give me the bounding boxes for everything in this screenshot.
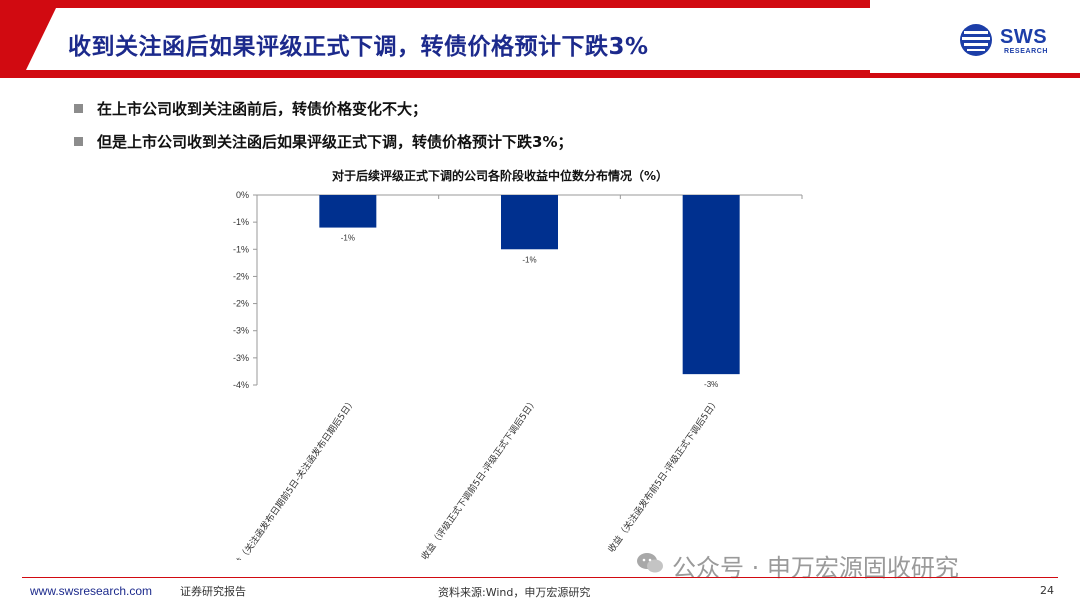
category-label: 收益（关注函发布前5日-评级正式下调后5日） — [605, 396, 721, 555]
y-tick-label: -4% — [233, 380, 249, 390]
sws-logo-icon — [960, 24, 992, 56]
y-tick-label: -1% — [233, 244, 249, 254]
y-tick-label: 0% — [236, 190, 249, 200]
bullet-square-icon — [74, 137, 83, 146]
bullet-2: 但是上市公司收到关注函后如果评级正式下调，转债价格预计下跌3%； — [74, 131, 572, 152]
chart-title: 对于后续评级正式下调的公司各阶段收益中位数分布情况（%） — [331, 169, 669, 183]
category-label: 收益（关注函发布日期前5日-关注函发布日期后5日） — [226, 396, 358, 560]
y-tick-label: -1% — [233, 217, 249, 227]
data-label: -3% — [704, 380, 718, 389]
y-tick-label: -3% — [233, 353, 249, 363]
footer-website-link[interactable]: www.swsresearch.com — [30, 584, 153, 598]
header-underline-right — [905, 73, 1080, 78]
logo-subtext: RESEARCH — [1004, 48, 1049, 55]
y-tick-label: -2% — [233, 271, 249, 281]
data-label: -1% — [341, 234, 355, 243]
header-underline — [0, 73, 920, 78]
logo-text: SWS — [1000, 26, 1048, 48]
wechat-icon — [637, 553, 663, 573]
y-tick-label: -2% — [233, 299, 249, 309]
median-return-bar-chart: 0% -1% -1% -2% -2% -3% -3% -4% -1% 收益（关注函发布日期前5日-… — [226, 190, 803, 560]
bar — [682, 195, 740, 375]
header-title-panel — [26, 8, 878, 70]
bullet-2-text: 但是上市公司收到关注函后如果评级正式下调，转债价格预计下跌3%； — [97, 133, 573, 151]
footer-source: 资料来源:Wind，申万宏源研究 — [438, 586, 591, 599]
category-label: 收益（评级正式下调前5日-评级正式下调后5日） — [418, 396, 540, 560]
y-tick-label: -3% — [233, 326, 249, 336]
bullet-1-text: 在上市公司收到关注函前后，转债价格变化不大； — [97, 100, 428, 118]
bar — [501, 195, 558, 250]
bullet-square-icon — [74, 104, 83, 113]
sws-logo: SWS RESEARCH — [958, 22, 1058, 62]
bar — [319, 195, 377, 228]
page-title: 收到关注函后如果评级正式下调，转债价格预计下跌3% — [68, 34, 649, 60]
footer-report-type: 证券研究报告 — [180, 585, 246, 598]
data-label: -1% — [522, 255, 536, 264]
bullet-1: 在上市公司收到关注函前后，转债价格变化不大； — [74, 98, 427, 119]
page-number: 24 — [1040, 584, 1054, 597]
footer-divider — [22, 577, 1058, 578]
